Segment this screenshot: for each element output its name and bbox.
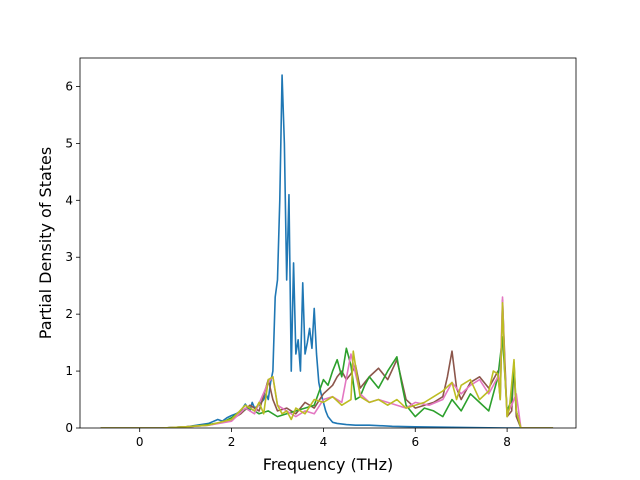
series-line-4 (100, 301, 554, 428)
axes-frame (79, 57, 577, 429)
y-tick-label: 5 (65, 136, 73, 150)
y-tick-label: 3 (65, 250, 73, 264)
y-axis-label: Partial Density of States (36, 147, 55, 339)
y-axis-ticks: 0 1 2 3 4 5 6 (65, 79, 80, 435)
series-line-2 (100, 336, 554, 428)
x-tick-label: 0 (136, 435, 144, 449)
y-tick-label: 6 (65, 79, 73, 93)
y-tick-label: 2 (65, 307, 73, 321)
x-tick-label: 8 (503, 435, 511, 449)
x-tick-label: 2 (228, 435, 236, 449)
x-axis-label: Frequency (THz) (263, 455, 393, 474)
plot-area (80, 58, 576, 428)
x-tick-label: 4 (320, 435, 328, 449)
x-tick-label: 6 (411, 435, 419, 449)
y-tick-label: 1 (65, 364, 73, 378)
y-tick-label: 0 (65, 421, 73, 435)
y-tick-label: 4 (65, 193, 73, 207)
x-axis-ticks: 0 2 4 6 8 (136, 428, 511, 449)
series-layer (100, 74, 554, 428)
